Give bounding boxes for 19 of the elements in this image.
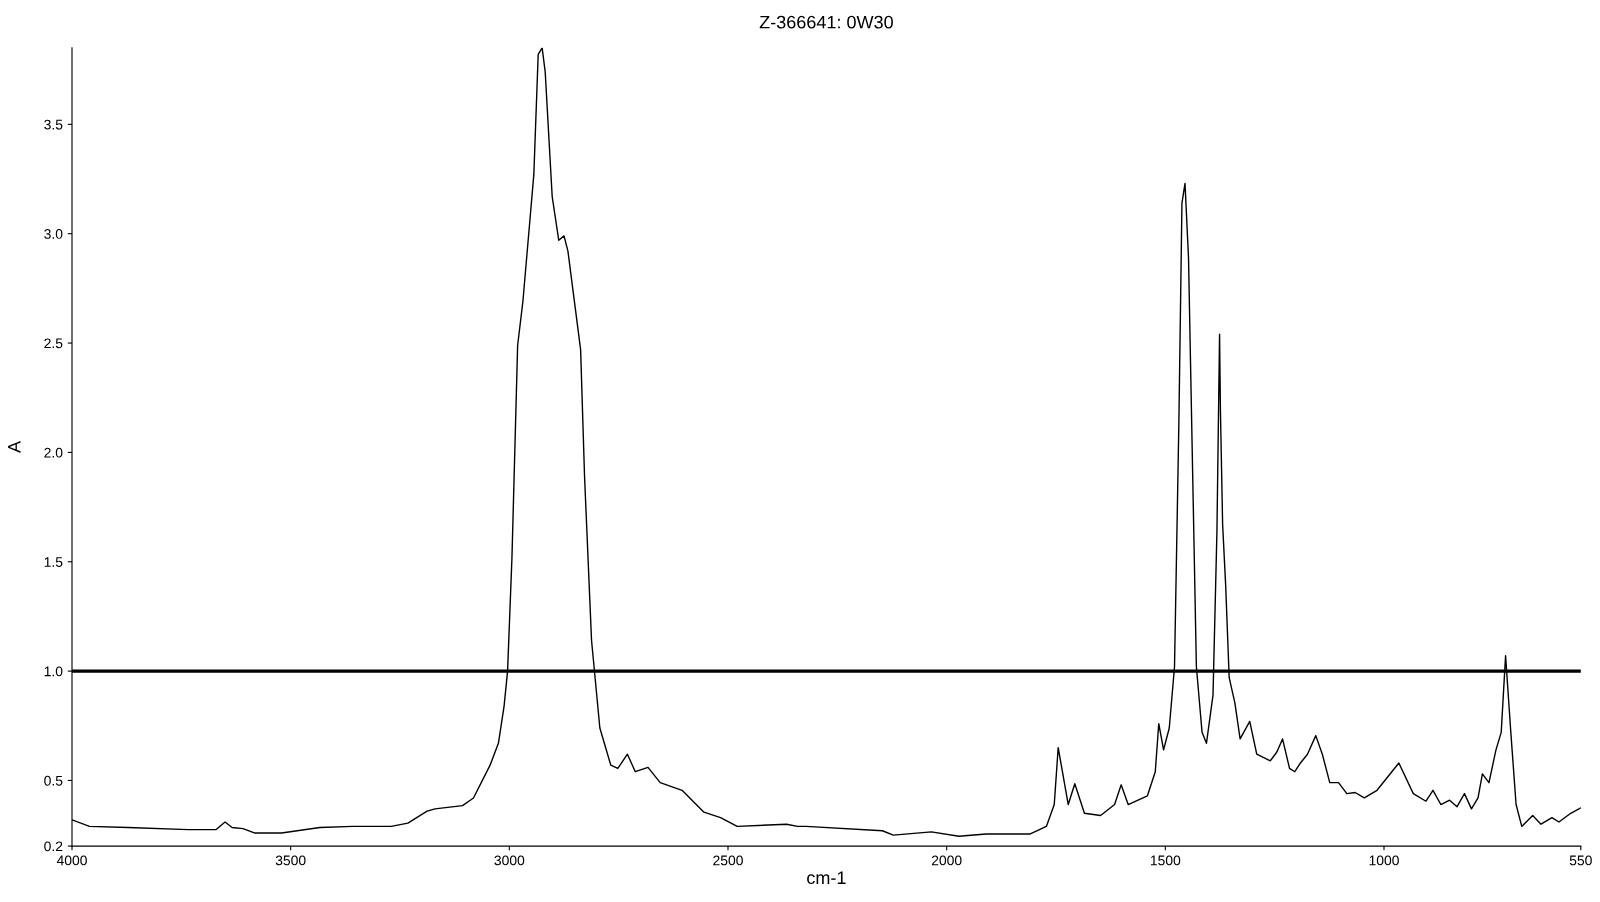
x-tick-label: 550: [1569, 855, 1592, 866]
x-tick-label: 3500: [275, 855, 306, 866]
x-tick-label: 4000: [56, 855, 87, 866]
y-tick-label: 3.5: [44, 119, 63, 130]
y-tick-label: 3.0: [44, 229, 63, 239]
y-axis-title: A: [8, 440, 21, 453]
x-tick-label: 2500: [713, 855, 743, 866]
x-axis-title: cm-1: [807, 871, 846, 885]
y-tick-label: 2.0: [44, 447, 63, 458]
y-tick-label: 2.5: [44, 338, 63, 349]
x-tick-label: 1000: [1369, 855, 1399, 866]
y-tick-label: 0.5: [44, 775, 63, 786]
x-tick-label: 1500: [1150, 855, 1181, 866]
y-tick-label: 0.2: [44, 841, 63, 852]
y-tick-label: 1.0: [44, 666, 63, 677]
y-tick-label: 1.5: [44, 557, 63, 567]
x-tick-label: 2000: [931, 855, 962, 866]
chart-title: Z-366641: 0W30: [759, 15, 893, 29]
x-tick-label: 3000: [494, 855, 525, 866]
